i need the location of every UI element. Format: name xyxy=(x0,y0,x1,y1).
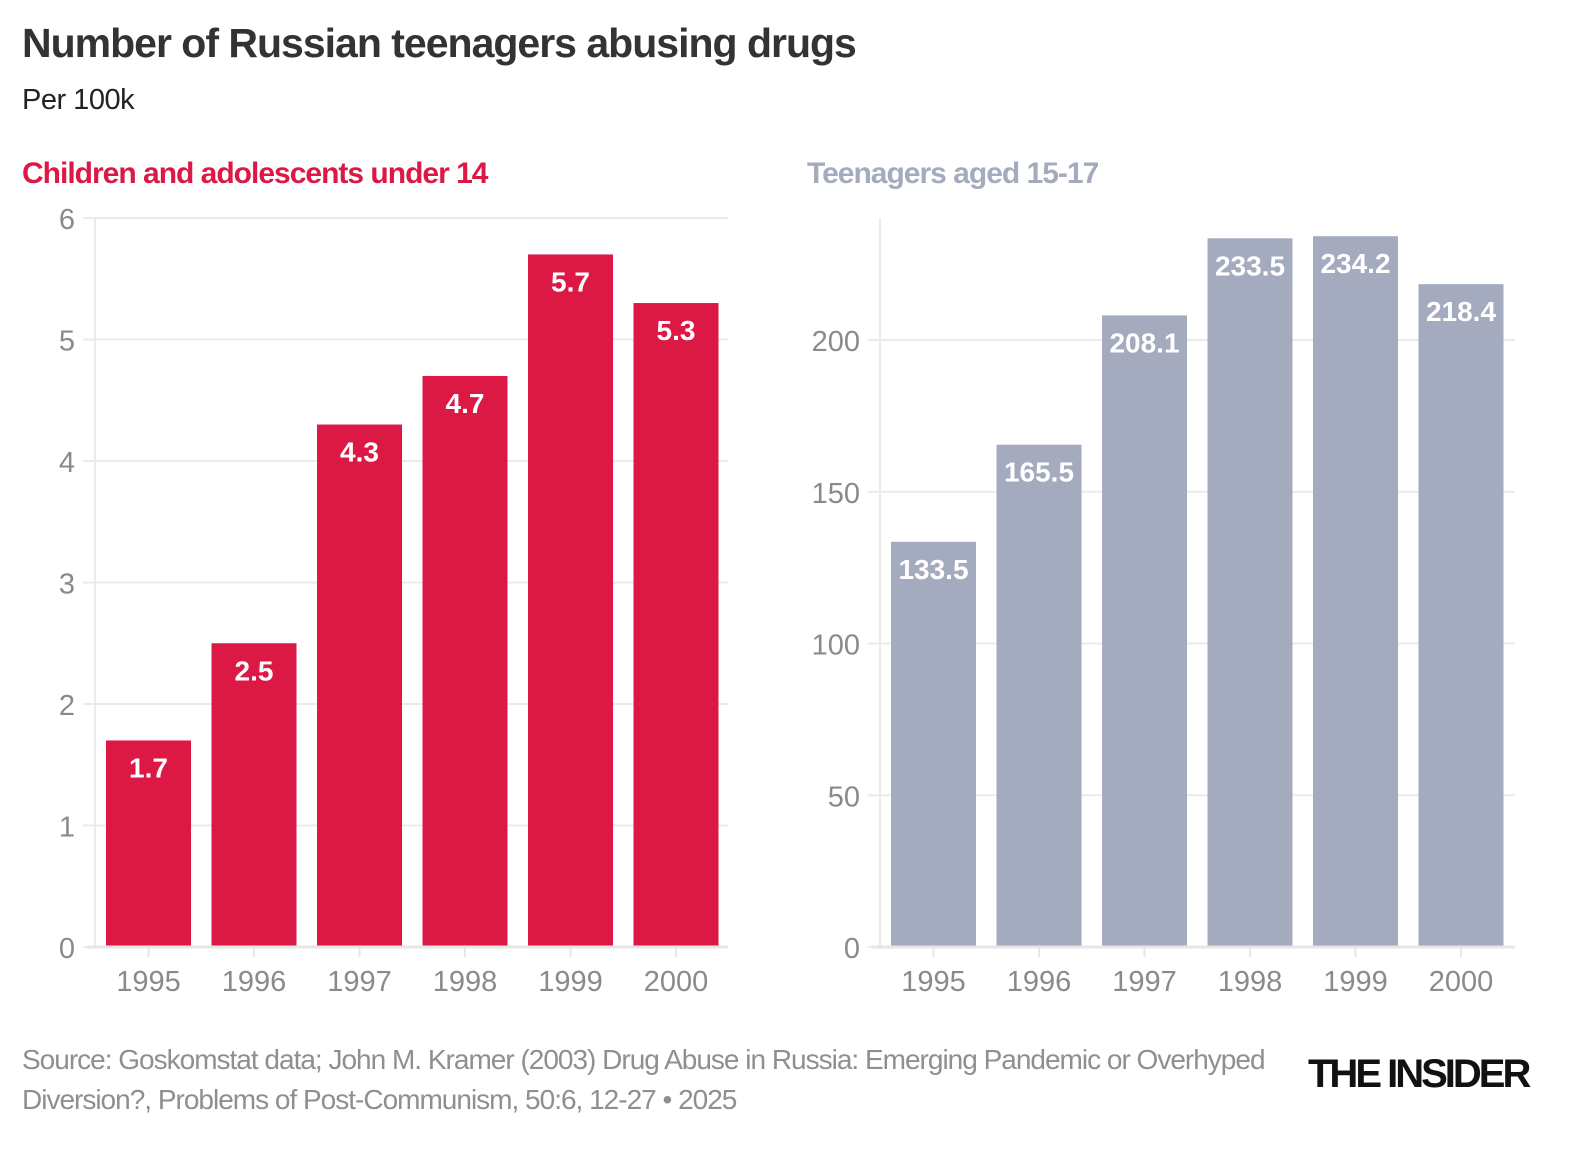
bar xyxy=(996,444,1082,947)
y-tick-label: 0 xyxy=(59,933,75,965)
bar xyxy=(317,424,402,947)
y-tick-label: 6 xyxy=(59,204,75,236)
data-label: 4.7 xyxy=(446,388,485,419)
x-tick-label: 1998 xyxy=(433,966,498,998)
panel-title: Children and adolescents under 14 xyxy=(22,157,489,190)
bar xyxy=(1207,238,1293,947)
y-tick-label: 150 xyxy=(812,478,860,510)
data-label: 1.7 xyxy=(129,752,168,783)
x-tick-label: 2000 xyxy=(1429,966,1494,998)
bar xyxy=(528,254,613,947)
x-tick-label: 1996 xyxy=(222,966,287,998)
data-label: 165.5 xyxy=(1004,457,1074,488)
data-label: 4.3 xyxy=(340,437,379,468)
y-tick-label: 3 xyxy=(59,569,75,601)
x-tick-label: 1997 xyxy=(327,966,392,998)
source-note: Source: Goskomstat data; John M. Kramer … xyxy=(22,1044,1266,1115)
y-tick-label: 0 xyxy=(844,933,860,965)
bar xyxy=(1313,236,1398,947)
chart-subtitle: Per 100k xyxy=(22,84,135,116)
bar xyxy=(211,643,297,947)
data-label: 233.5 xyxy=(1215,250,1285,281)
bar xyxy=(1102,315,1187,947)
bar xyxy=(633,303,719,947)
chart-title: Number of Russian teenagers abusing drug… xyxy=(22,20,857,66)
y-tick-label: 2 xyxy=(59,690,75,722)
data-label: 2.5 xyxy=(235,655,274,686)
x-tick-label: 1995 xyxy=(116,966,181,998)
x-tick-label: 1999 xyxy=(1323,966,1388,998)
y-tick-label: 1 xyxy=(59,812,75,844)
panel-title: Teenagers aged 15-17 xyxy=(807,157,1099,190)
bar xyxy=(106,740,191,947)
y-tick-label: 50 xyxy=(828,781,860,813)
data-label: 5.3 xyxy=(657,315,696,346)
y-tick-label: 200 xyxy=(812,326,860,358)
y-tick-label: 4 xyxy=(59,447,75,479)
x-tick-label: 2000 xyxy=(644,966,709,998)
data-label: 218.4 xyxy=(1426,296,1496,327)
brand-logo: THE INSIDER xyxy=(1308,1052,1531,1096)
y-tick-label: 100 xyxy=(812,630,860,662)
data-label: 5.7 xyxy=(551,266,590,297)
data-label: 133.5 xyxy=(898,554,968,585)
bar xyxy=(422,375,508,947)
x-tick-label: 1999 xyxy=(538,966,603,998)
x-tick-label: 1996 xyxy=(1007,966,1072,998)
data-label: 234.2 xyxy=(1320,248,1390,279)
bar xyxy=(891,541,976,947)
x-tick-label: 1997 xyxy=(1112,966,1177,998)
bar xyxy=(1418,284,1504,947)
x-tick-label: 1995 xyxy=(901,966,966,998)
x-tick-label: 1998 xyxy=(1218,966,1283,998)
data-label: 208.1 xyxy=(1109,327,1179,358)
y-tick-label: 5 xyxy=(59,326,75,358)
